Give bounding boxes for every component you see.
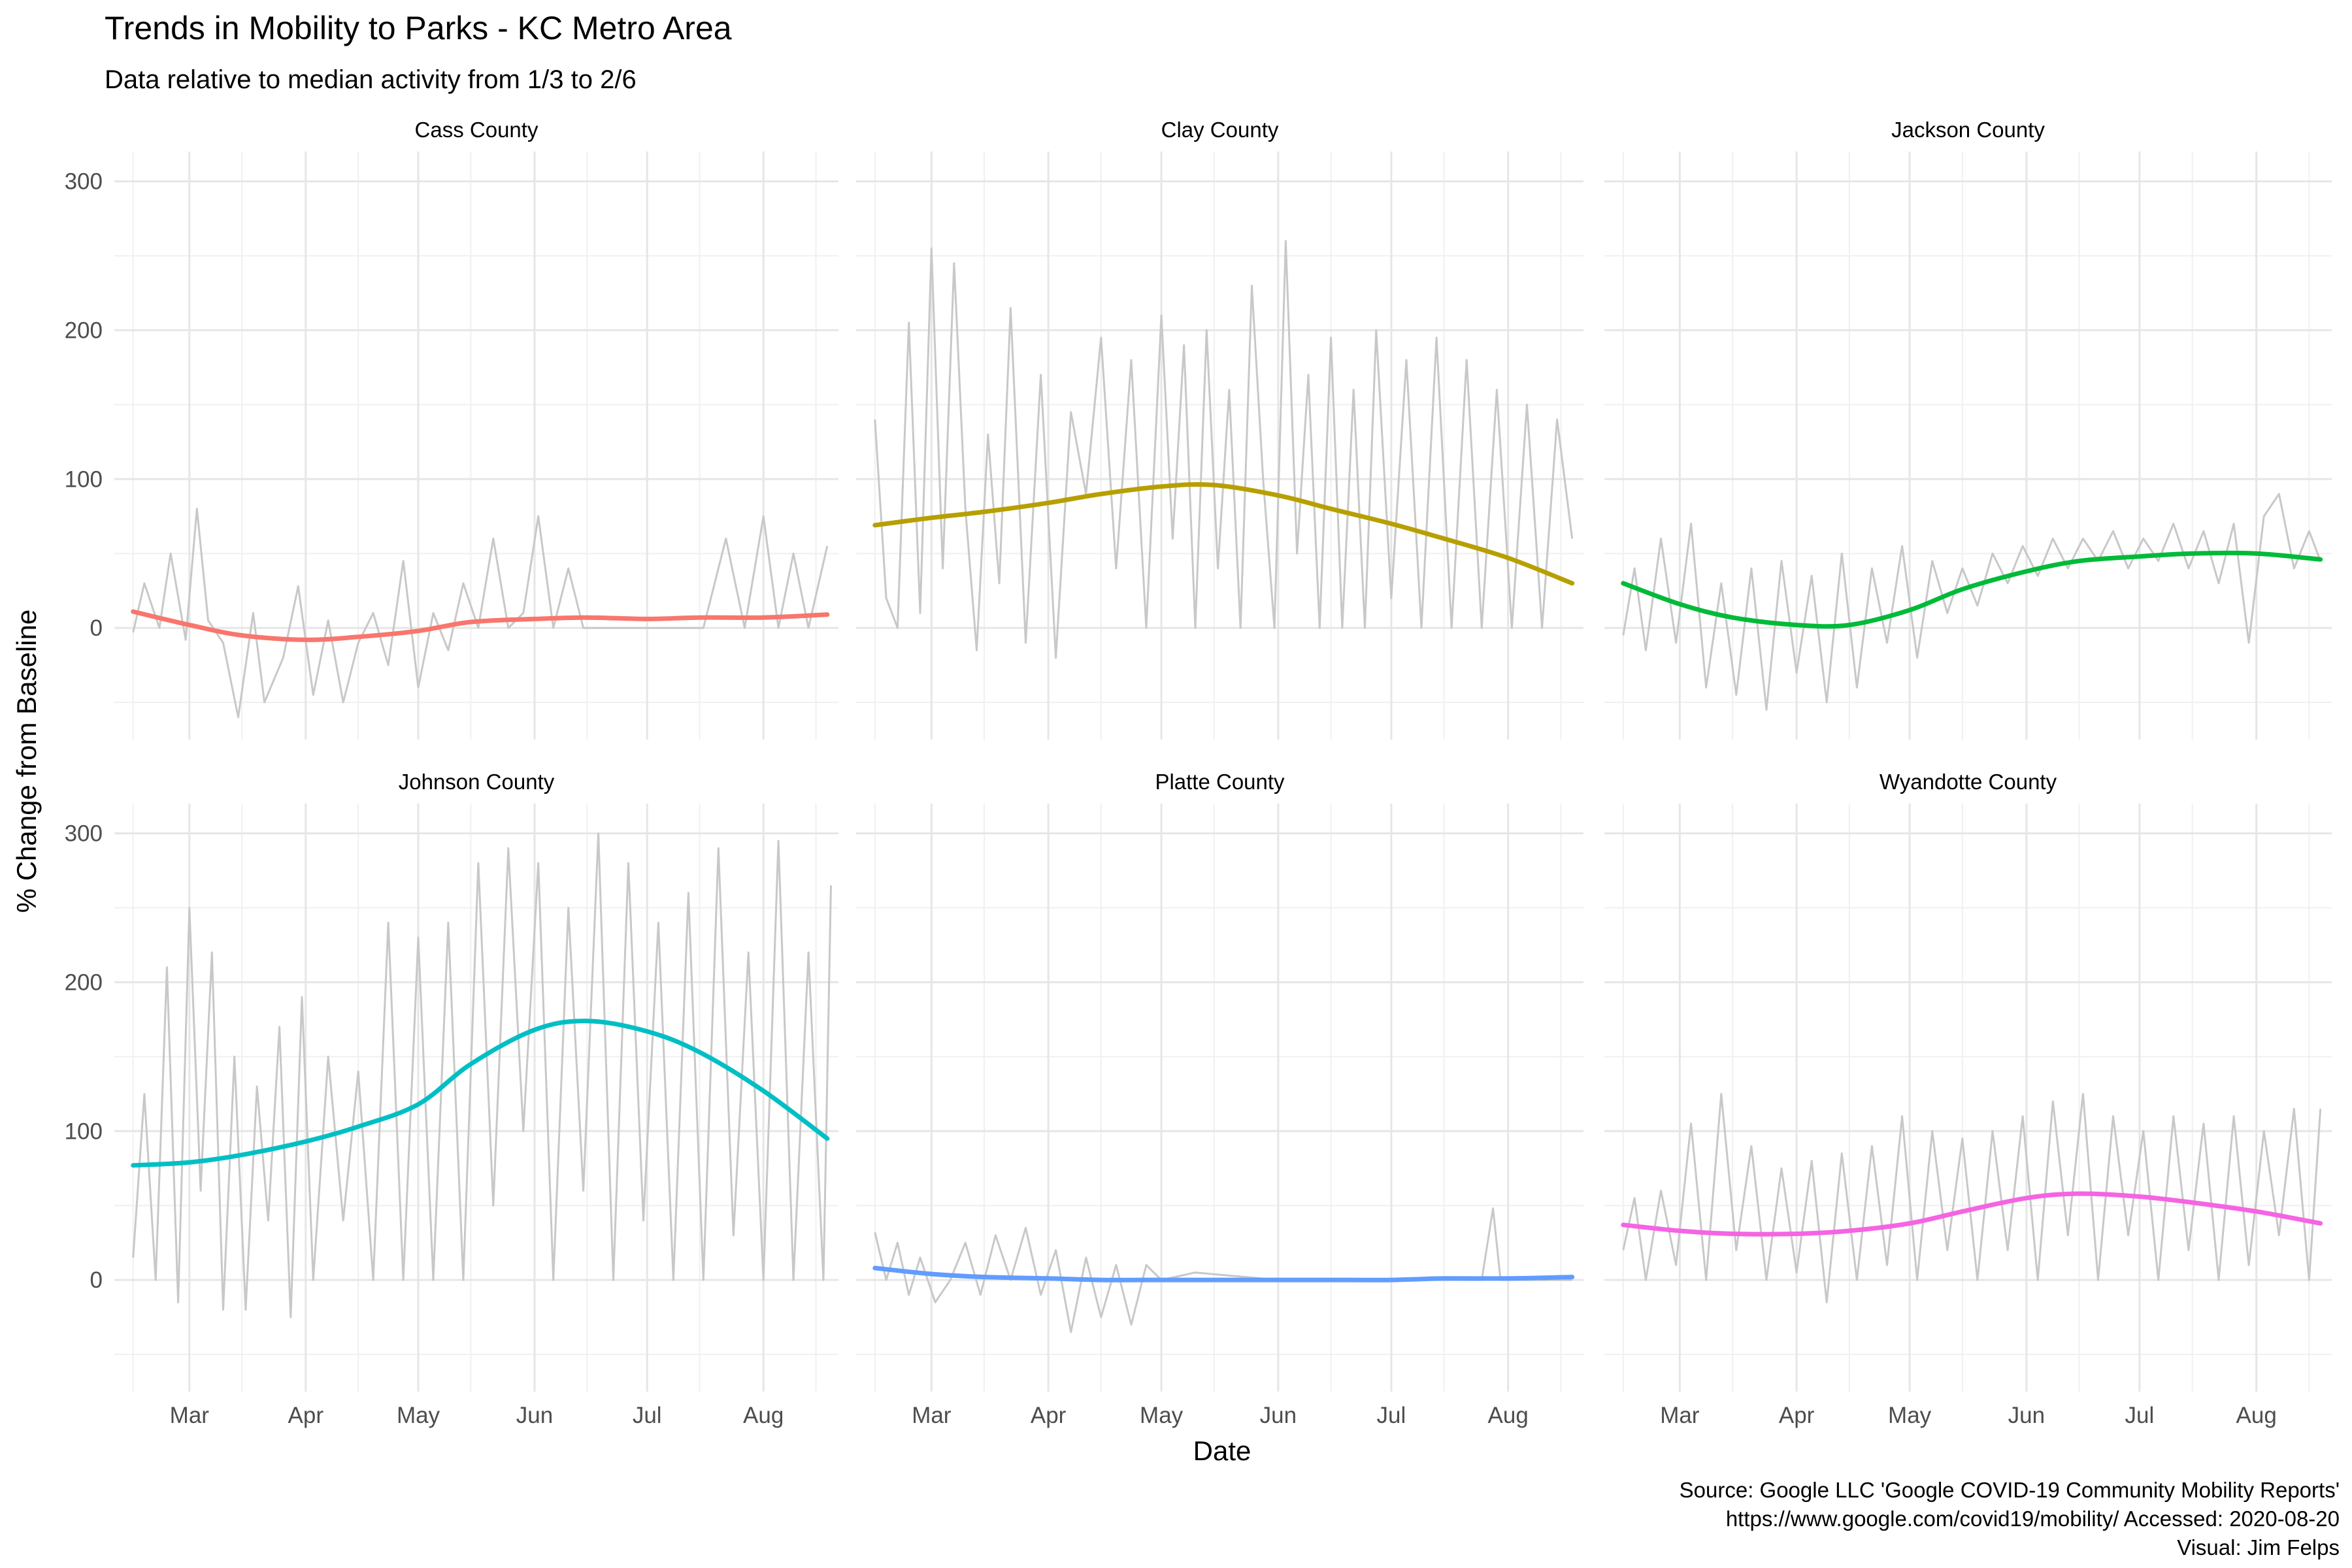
facet-panel: Wyandotte County Mar Apr May Jun Jul Aug bbox=[1604, 770, 2332, 1428]
y-tick-label: 0 bbox=[90, 615, 103, 641]
raw-series-line bbox=[1622, 1092, 2322, 1303]
chart-title: Trends in Mobility to Parks - KC Metro A… bbox=[105, 10, 732, 46]
x-tick-label: Mar bbox=[170, 1403, 210, 1428]
trend-line bbox=[131, 1019, 830, 1168]
x-tick-label: Apr bbox=[1779, 1403, 1815, 1428]
caption-credit: Visual: Jim Felps bbox=[2177, 1535, 2340, 1560]
y-tick-label: 0 bbox=[90, 1267, 103, 1293]
x-tick-label: Apr bbox=[1031, 1403, 1067, 1428]
x-tick-label: Jul bbox=[2125, 1403, 2155, 1428]
x-tick-label: Jun bbox=[516, 1403, 553, 1428]
x-tick-label: Aug bbox=[743, 1403, 784, 1428]
y-axis-title: % Change from Baseline bbox=[11, 610, 42, 913]
x-tick-label: Mar bbox=[1660, 1403, 1700, 1428]
y-tick-label: 100 bbox=[65, 466, 103, 492]
x-tick-label: Aug bbox=[2236, 1403, 2277, 1428]
facet-label: Cass County bbox=[415, 118, 538, 142]
caption-url: https://www.google.com/covid19/mobility/… bbox=[1726, 1507, 2340, 1531]
caption-source: Source: Google LLC 'Google COVID-19 Comm… bbox=[1680, 1478, 2340, 1502]
facet-panels: Cass County 0 100 200 300 Clay County Jackson … bbox=[65, 118, 2332, 1428]
facet-panel: Cass County 0 100 200 300 bbox=[65, 118, 838, 740]
facet-label: Clay County bbox=[1161, 118, 1279, 142]
y-tick-label: 200 bbox=[65, 318, 103, 343]
trend-line bbox=[1621, 550, 2323, 629]
x-tick-label: Jun bbox=[1260, 1403, 1297, 1428]
y-tick-label: 300 bbox=[65, 169, 103, 195]
raw-series-line bbox=[874, 1207, 1572, 1333]
facet-panel: Jackson County bbox=[1604, 118, 2332, 740]
facet-panel: Johnson County 0 100 200 300 Mar Apr May Jun Jul A… bbox=[65, 770, 838, 1428]
x-tick-label: Mar bbox=[912, 1403, 952, 1428]
raw-series-line bbox=[132, 832, 832, 1318]
facet-label: Platte County bbox=[1155, 770, 1285, 794]
facet-panel: Clay County bbox=[856, 118, 1583, 740]
x-tick-label: May bbox=[1888, 1403, 1932, 1428]
x-axis-title: Date bbox=[1193, 1435, 1251, 1466]
y-tick-label: 100 bbox=[65, 1119, 103, 1144]
chart-subtitle: Data relative to median activity from 1/… bbox=[105, 65, 637, 94]
x-tick-label: May bbox=[1140, 1403, 1184, 1428]
trend-line bbox=[131, 609, 830, 642]
x-tick-label: Jun bbox=[2008, 1403, 2045, 1428]
facet-label: Johnson County bbox=[399, 770, 555, 794]
y-tick-label: 300 bbox=[65, 821, 103, 847]
facet-panel: Platte County Mar Apr May Jun Jul Aug bbox=[856, 770, 1583, 1428]
x-tick-label: Aug bbox=[1488, 1403, 1529, 1428]
raw-series-line bbox=[1622, 493, 2322, 711]
x-tick-label: Jul bbox=[1377, 1403, 1406, 1428]
x-tick-label: Jul bbox=[633, 1403, 662, 1428]
x-tick-label: May bbox=[397, 1403, 440, 1428]
trend-line bbox=[872, 1266, 1575, 1282]
facet-label: Wyandotte County bbox=[1880, 770, 2057, 794]
trend-line bbox=[1621, 1191, 2323, 1237]
facet-label: Jackson County bbox=[1891, 118, 2045, 142]
raw-series-line bbox=[874, 240, 1574, 659]
trend-line bbox=[872, 482, 1575, 586]
raw-series-line bbox=[132, 508, 829, 719]
x-tick-label: Apr bbox=[288, 1403, 324, 1428]
y-tick-label: 200 bbox=[65, 970, 103, 995]
